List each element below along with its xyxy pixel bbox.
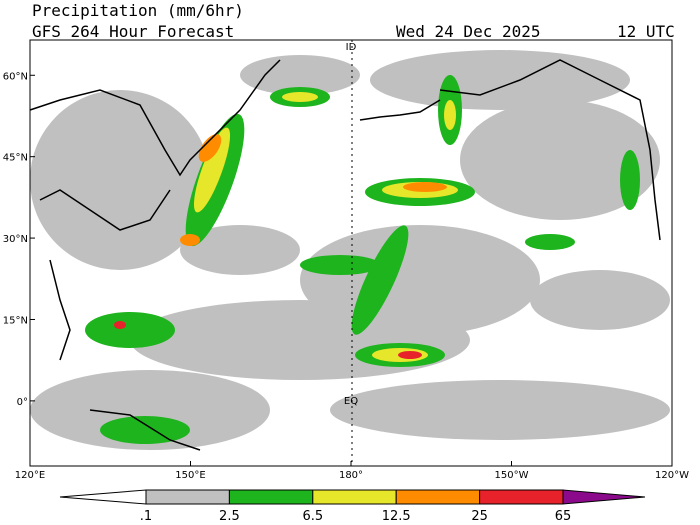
- precip-red: [114, 134, 447, 359]
- coastlines: [29, 40, 661, 466]
- lon-tick-label: 120°W: [655, 470, 689, 481]
- colorbar-segment: [479, 489, 564, 505]
- lat-tick-label: 45°N: [3, 153, 28, 164]
- precip-gray: [30, 50, 670, 450]
- colorbar-segment: [145, 489, 230, 505]
- colorbar-label: 6.5: [302, 509, 323, 524]
- colorbar-segment: [395, 489, 481, 505]
- title: Precipitation (mm/6hr): [32, 1, 244, 20]
- colorbar-arrow: [59, 489, 147, 505]
- date: Wed 24 Dec 2025: [396, 22, 541, 41]
- time: 12 UTC: [617, 22, 675, 41]
- map-area: [29, 39, 673, 467]
- lat-tick-label: 15°N: [3, 315, 28, 326]
- dateline-label: ID: [346, 42, 357, 53]
- colorbar-label: 12.5: [382, 509, 411, 524]
- lon-tick-label: 150°E: [175, 470, 205, 481]
- colorbar-arrow: [562, 489, 646, 505]
- colorbar-label: 25: [471, 509, 488, 524]
- lat-tick-label: 60°N: [3, 71, 28, 82]
- lon-tick-label: 120°E: [15, 470, 45, 481]
- colorbar-label: .1: [140, 509, 152, 524]
- lat-tick-label: 0°: [17, 397, 28, 408]
- colorbar-label: 2.5: [219, 509, 240, 524]
- equator-label: EQ: [344, 396, 358, 407]
- colorbar-label: 65: [555, 509, 572, 524]
- colorbar-segment: [312, 489, 397, 505]
- subtitle: GFS 264 Hour Forecast: [32, 22, 234, 41]
- lat-tick-label: 30°N: [3, 234, 28, 245]
- lon-tick-label: 150°W: [495, 470, 529, 481]
- lon-tick-label: 180°: [339, 470, 363, 481]
- colorbar-segment: [228, 489, 314, 505]
